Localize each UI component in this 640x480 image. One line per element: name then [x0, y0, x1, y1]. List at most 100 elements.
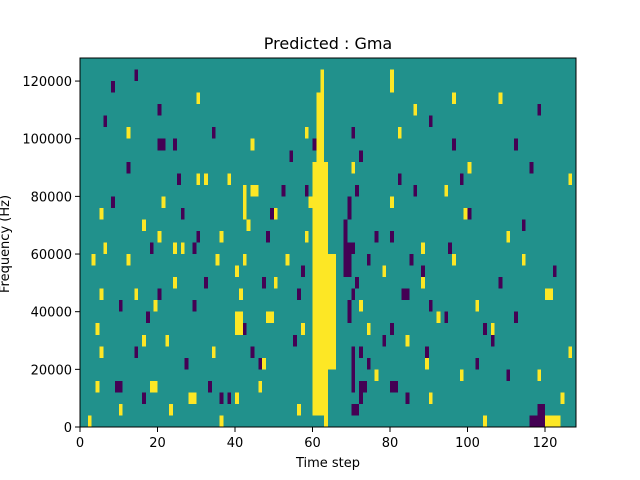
- y-tick-label: 60000: [31, 248, 72, 263]
- heatmap-cell-high: [173, 242, 177, 255]
- heatmap-cell-low: [126, 161, 131, 174]
- heatmap-cell-high: [273, 207, 278, 220]
- x-axis-ticks: 0 20 40 60 80 100 120: [76, 427, 558, 451]
- heatmap-cell-high: [99, 207, 104, 220]
- heatmap-cell-low: [359, 150, 363, 162]
- heatmap-cell-low: [347, 300, 352, 324]
- heatmap-cell-high: [397, 127, 402, 139]
- heatmap-cell-high: [320, 69, 325, 93]
- heatmap-cell-high: [382, 265, 387, 278]
- heatmap-cell-low: [281, 184, 286, 197]
- heatmap-cell-low: [459, 173, 464, 185]
- heatmap-cell-high: [235, 311, 243, 335]
- heatmap-cell-low: [428, 300, 433, 312]
- heatmap-cell-high: [227, 173, 232, 185]
- heatmap-cell-high: [428, 392, 433, 404]
- heatmap-cell-high: [95, 323, 100, 335]
- heatmap-cell-low: [262, 277, 267, 289]
- heatmap-cell-high: [242, 184, 247, 220]
- heatmap-cell-high: [366, 323, 371, 335]
- heatmap-cell-low: [397, 173, 402, 185]
- heatmap-cell-high: [126, 254, 131, 266]
- heatmap-cell-high: [490, 323, 495, 335]
- heatmap-cell-high: [250, 138, 255, 151]
- heatmap-cell-high: [204, 173, 208, 185]
- heatmap-cell-high: [153, 300, 158, 312]
- heatmap-cell-high: [157, 230, 162, 243]
- heatmap-cell-high: [95, 380, 100, 393]
- y-tick-label: 0: [64, 421, 72, 436]
- heatmap-cell-low: [475, 357, 480, 370]
- heatmap-cell-low: [157, 138, 166, 151]
- heatmap-cell-high: [126, 127, 131, 139]
- heatmap-cell-low: [134, 346, 139, 358]
- heatmap-cell-high: [560, 392, 565, 404]
- heatmap-cell-low: [351, 403, 359, 416]
- heatmap-cell-low: [529, 415, 545, 427]
- heatmap-cell-low: [351, 127, 356, 139]
- heatmap-cell-high: [405, 334, 410, 347]
- heatmap-cell-low: [452, 138, 456, 151]
- heatmap-cell-low: [374, 230, 379, 243]
- heatmap-cell-low: [514, 138, 518, 151]
- heatmap-cell-low: [157, 104, 162, 116]
- heatmap-cell-high: [545, 288, 553, 301]
- heatmap-cell-low: [242, 323, 247, 335]
- heatmap-cell-low: [269, 207, 274, 220]
- heatmap-cell-high: [413, 104, 418, 116]
- y-axis-ticks: 0 20000 40000 60000 80000 100000 120000: [22, 75, 80, 436]
- heatmap-cell-high: [285, 254, 290, 266]
- heatmap-cell-low: [304, 184, 309, 197]
- heatmap-cell-low: [211, 127, 216, 139]
- x-tick-label: 100: [455, 436, 480, 451]
- heatmap-cell-high: [99, 288, 104, 301]
- x-tick-label: 40: [227, 436, 244, 451]
- heatmap-cell-low: [111, 81, 115, 93]
- heatmap-cell-high: [91, 254, 96, 266]
- heatmap-cell-low: [382, 334, 387, 347]
- heatmap-cell-high: [273, 277, 278, 289]
- heatmap-cell-low: [390, 380, 398, 393]
- y-tick-label: 100000: [22, 133, 72, 148]
- heatmap-cell-high: [328, 254, 336, 370]
- heatmap-cell-high: [219, 230, 224, 243]
- x-tick-label: 0: [76, 436, 84, 451]
- heatmap-cell-low: [366, 254, 371, 266]
- heatmap-cell-low: [343, 242, 352, 278]
- heatmap-cell-high: [444, 184, 449, 197]
- heatmap-cell-low: [204, 277, 208, 289]
- heatmap-cell-low: [448, 242, 453, 255]
- heatmap-cell-low: [118, 300, 123, 312]
- heatmap-cell-high: [421, 242, 425, 255]
- heatmap-cell-low: [552, 265, 557, 278]
- heatmap-cell-high: [142, 334, 146, 347]
- heatmap-cell-low: [173, 138, 177, 151]
- heatmap-cell-high: [246, 219, 251, 231]
- heatmap-cell-low: [351, 288, 356, 301]
- heatmap-cell-low: [444, 311, 449, 324]
- heatmap-cell-low: [111, 196, 115, 208]
- heatmap-cell-low: [405, 392, 410, 404]
- heatmap-cell-high: [242, 254, 247, 266]
- heatmap-cell-high: [568, 346, 573, 358]
- heatmap-cell-high: [215, 254, 220, 266]
- heatmap-cell-low: [467, 207, 472, 220]
- heatmap-cell-low: [359, 380, 363, 404]
- heatmap-cell-high: [103, 242, 108, 255]
- x-tick-label: 120: [533, 436, 558, 451]
- heatmap-cell-high: [320, 104, 325, 128]
- heatmap-cell-high: [134, 288, 139, 301]
- heatmap-cell-high: [219, 415, 224, 427]
- y-tick-label: 20000: [31, 363, 72, 378]
- heatmap-cell-low: [521, 219, 526, 231]
- heatmap-cell-high: [196, 173, 201, 185]
- heatmap-cell-low: [184, 357, 189, 370]
- heatmap-cell-low: [219, 392, 224, 404]
- heatmap-cell-low: [351, 242, 356, 255]
- heatmap-cell-low: [483, 323, 487, 335]
- heatmap-cell-low: [227, 392, 232, 404]
- heatmap-cell-low: [362, 380, 367, 393]
- heatmap-cell-high: [506, 230, 511, 243]
- chart-title: Predicted : Gma: [264, 34, 392, 53]
- heatmap-cell-low: [103, 115, 108, 128]
